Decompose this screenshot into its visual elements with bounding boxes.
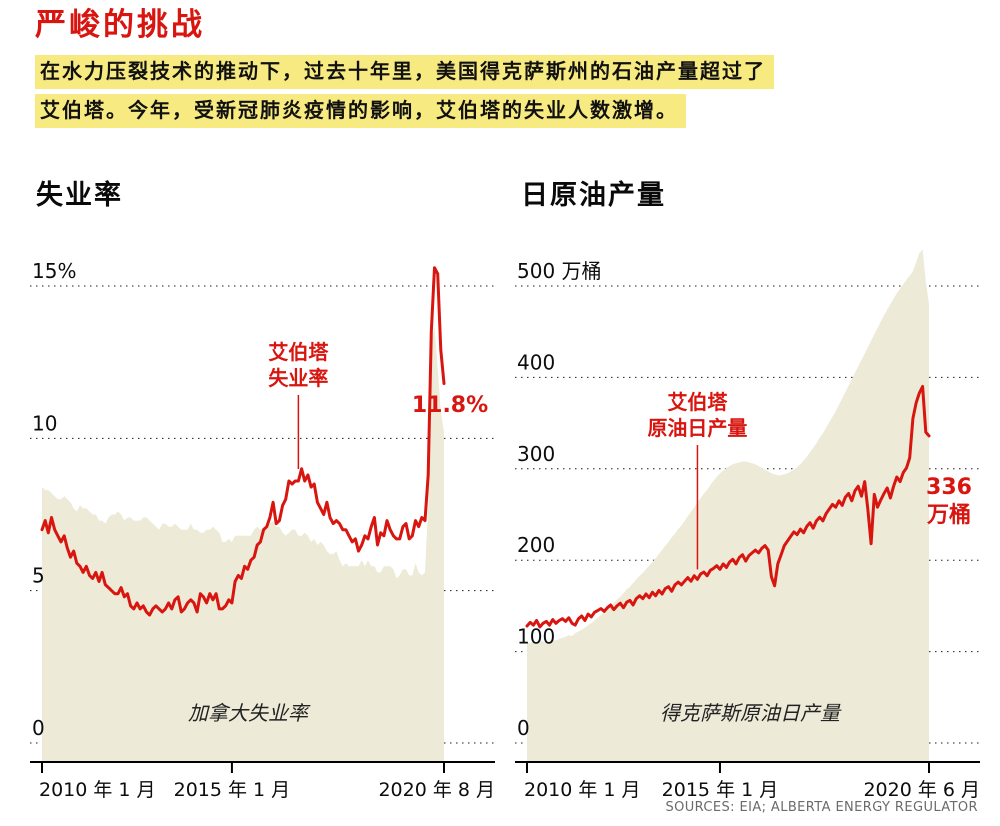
header: 严峻的挑战 在水力压裂技术的推动下，过去十年里，美国得克萨斯州的石油产量超过了 … (35, 6, 965, 133)
x-tick-label: 2020 年 6 月 (863, 779, 980, 801)
y-tick-label: 400 (517, 350, 555, 374)
unemployment-chart-title: 失业率 (36, 180, 123, 211)
area-series-label: 加拿大失业率 (188, 701, 311, 725)
annotation-callout-text: 失业率 (268, 366, 328, 390)
x-tick-label: 2010 年 1 月 (524, 779, 641, 801)
area-series (42, 325, 444, 762)
y-tick-label: 5 (32, 564, 45, 588)
y-tick-label: 300 (517, 442, 555, 466)
x-tick-label: 2015 年 1 月 (174, 779, 291, 801)
unemployment-chart-section: 失业率 0 5 10 15% 2010 年 1 月 2015 年 1 月 2020 年 8 … (30, 173, 495, 816)
annotation-value-label: 336 (926, 475, 972, 500)
subtitle-line-1: 在水力压裂技术的推动下，过去十年里，美国得克萨斯州的石油产量超过了 (35, 54, 774, 89)
x-tick-label: 2020 年 8 月 (378, 779, 495, 801)
y-tick-label: 500 万桶 (517, 259, 602, 283)
subtitle: 在水力压裂技术的推动下，过去十年里，美国得克萨斯州的石油产量超过了 艾伯塔。今年… (35, 54, 965, 133)
y-tick-label: 200 (517, 533, 555, 557)
x-tick-label: 2010 年 1 月 (39, 779, 156, 801)
annotation-value-label: 11.8% (412, 393, 488, 418)
line-series (40, 266, 446, 617)
unemployment-chart: 0 5 10 15% 2010 年 1 月 2015 年 1 月 2020 年 8 月 加拿大… (30, 259, 495, 801)
page-title: 严峻的挑战 (35, 7, 205, 43)
oil-production-chart-title: 日原油产量 (521, 180, 666, 211)
annotation-value-label: 万桶 (926, 503, 971, 528)
oil-production-chart-section: 日原油产量 0 100 200 300 400 500 万桶 2010 年 1 月 2015 … (515, 173, 980, 816)
area-series (527, 249, 929, 762)
y-tick-label: 0 (32, 716, 45, 740)
y-tick-label: 10 (32, 411, 57, 435)
annotation-callout-text: 原油日产量 (647, 416, 747, 440)
y-tick-label: 0 (517, 716, 530, 740)
oil-production-chart: 0 100 200 300 400 500 万桶 2010 年 1 月 2015 年 1 月 2… (515, 249, 980, 801)
y-tick-label: 100 (517, 625, 555, 649)
x-tick-label: 2015 年 1 月 (662, 779, 779, 801)
line-series (525, 385, 931, 629)
y-tick-label: 15% (32, 259, 76, 283)
source-note: SOURCES: EIA; ALBERTA ENERGY REGULATOR (665, 800, 978, 815)
annotation-callout-text: 艾伯塔 (667, 390, 728, 414)
subtitle-line-2: 艾伯塔。今年，受新冠肺炎疫情的影响，艾伯塔的失业人数激增。 (35, 93, 686, 128)
area-series-label: 得克萨斯原油日产量 (660, 701, 842, 725)
annotation-callout-text: 艾伯塔 (268, 340, 329, 364)
